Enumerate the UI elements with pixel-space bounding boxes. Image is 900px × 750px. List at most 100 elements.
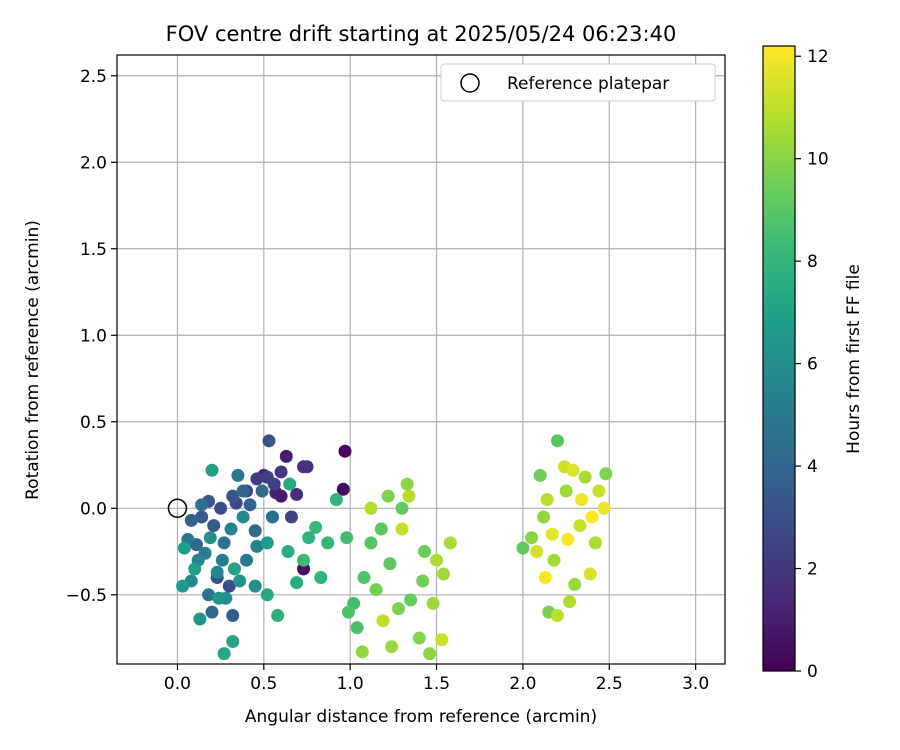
scatter-point (236, 510, 250, 524)
scatter-point (231, 468, 245, 482)
scatter-point (400, 477, 414, 491)
scatter-point (267, 477, 281, 491)
scatter-point (423, 647, 437, 661)
chart-title: FOV centre drift starting at 2025/05/24 … (166, 22, 677, 46)
colorbar: 0 2 4 6 8 10 12 (762, 45, 829, 682)
scatter-point (350, 621, 364, 635)
scatter-point (262, 434, 276, 448)
scatter-point (599, 467, 613, 481)
scatter-point (260, 536, 274, 550)
scatter-point (575, 493, 589, 507)
scatter-point (222, 579, 236, 593)
scatter-point (250, 472, 264, 486)
x-tick-label: 3.0 (682, 674, 709, 694)
scatter-point (374, 522, 388, 536)
scatter-point (578, 470, 592, 484)
scatter-point (297, 553, 311, 567)
scatter-point (226, 635, 240, 649)
colorbar-tick-label: 10 (807, 150, 829, 170)
scatter-point (364, 501, 378, 515)
scatter-point (573, 519, 587, 533)
scatter-point (392, 602, 406, 616)
scatter-point (226, 489, 240, 503)
colorbar-tick-label: 6 (807, 355, 818, 375)
scatter-point (341, 605, 355, 619)
scatter-point (205, 605, 219, 619)
scatter-point (193, 612, 207, 626)
legend-box (440, 63, 716, 102)
scatter-point (381, 489, 395, 503)
scatter-point (537, 510, 551, 524)
scatter-point (203, 531, 217, 545)
scatter-point (550, 434, 564, 448)
scatter-point (550, 609, 564, 623)
scatter-point (233, 574, 247, 588)
scatter-point (585, 510, 599, 524)
scatter-point (533, 468, 547, 482)
scatter-point (561, 532, 575, 546)
scatter-point (240, 553, 254, 567)
y-tick-label: −0.5 (66, 586, 107, 606)
legend-open-circle-icon (460, 73, 480, 93)
x-tick-label: 2.5 (596, 674, 623, 694)
data-points (176, 434, 613, 661)
x-tick-label: 2.0 (509, 674, 536, 694)
scatter-point (385, 640, 399, 654)
scatter-point (260, 588, 274, 602)
colorbar-tick-label: 4 (807, 457, 818, 477)
scatter-point (210, 565, 224, 579)
scatter-point (369, 583, 383, 597)
scatter-point (383, 557, 397, 571)
scatter-point (248, 524, 262, 538)
colorbar-tick-label: 2 (807, 560, 818, 580)
scatter-point (243, 498, 257, 512)
scatter-point (176, 579, 190, 593)
scatter-point (217, 647, 231, 661)
scatter-point (430, 553, 444, 567)
scatter-point (202, 588, 216, 602)
scatter-point (336, 482, 350, 496)
scatter-point (284, 510, 298, 524)
scatter-point (357, 570, 371, 584)
scatter-point (329, 493, 343, 507)
y-axis-label: Rotation from reference (arcmin) (23, 220, 43, 500)
scatter-point (224, 522, 238, 536)
scatter-point (426, 596, 440, 610)
y-tick-label: 2.0 (80, 153, 107, 173)
scatter-point (412, 631, 426, 645)
scatter-point (274, 465, 288, 479)
scatter-point (184, 513, 198, 527)
colorbar-ticks: 0 2 4 6 8 10 12 (795, 47, 829, 682)
y-tick-label: 1.0 (80, 326, 107, 346)
scatter-point (404, 593, 418, 607)
scatter-point (248, 579, 262, 593)
scatter-point (355, 645, 369, 659)
scatter-point (402, 489, 416, 503)
scatter-plot: 0.0 0.5 1.0 1.5 2.0 2.5 3.0 −0.5 0.0 0.5 1.0 1.5 2.… (66, 54, 726, 694)
x-tick-label: 0.5 (250, 674, 277, 694)
scatter-point (195, 498, 209, 512)
scatter-point (338, 444, 352, 458)
scatter-point (563, 595, 577, 609)
scatter-point (302, 531, 316, 545)
scatter-point (364, 536, 378, 550)
scatter-point (559, 484, 573, 498)
y-tick-label: 0.5 (80, 413, 107, 433)
scatter-point (592, 484, 606, 498)
scatter-point (177, 541, 191, 555)
scatter-point (271, 609, 285, 623)
scatter-point (215, 553, 229, 567)
scatter-point (314, 570, 328, 584)
scatter-point (417, 545, 431, 559)
y-axis-ticks: −0.5 0.0 0.5 1.0 1.5 2.0 2.5 (66, 67, 117, 606)
scatter-point (250, 539, 264, 553)
scatter-point (281, 545, 295, 559)
scatter-point (279, 449, 293, 463)
scatter-point (236, 484, 250, 498)
scatter-point (205, 463, 219, 477)
scatter-point (566, 463, 580, 477)
y-tick-label: 1.5 (80, 240, 107, 260)
scatter-point (340, 531, 354, 545)
colorbar-tick-label: 8 (807, 252, 818, 272)
scatter-point (227, 562, 241, 576)
